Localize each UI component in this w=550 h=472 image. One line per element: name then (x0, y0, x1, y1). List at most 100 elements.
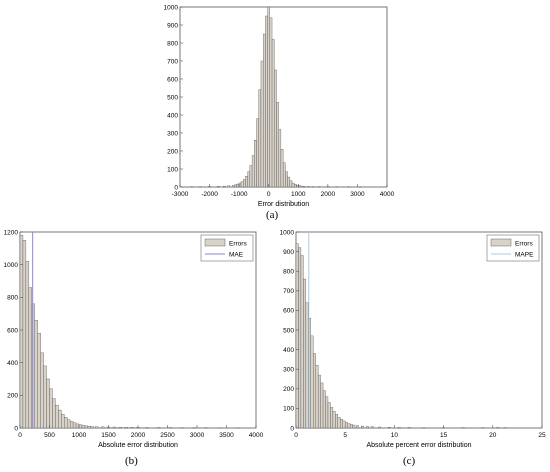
histogram-bar (243, 179, 246, 188)
panel-c-percent-error-histogram: 0 5 10 15 20 25 0 100 200 300 400 500 600 700 800 900 10… (280, 229, 546, 449)
histogram-bar (271, 39, 275, 188)
histogram-bar (337, 417, 341, 429)
histogram-bar (325, 396, 329, 429)
panel-c-plot-frame (295, 231, 543, 429)
histogram-bar (302, 186, 306, 188)
x-tick-label: 500 (44, 432, 55, 439)
panel-a-error-histogram: -3000 -2000 -1000 0 1000 2000 3000 4000 0 100 200 3… (164, 4, 395, 208)
histogram-bar (130, 427, 134, 429)
histogram-bar (58, 409, 62, 429)
histogram-bar (84, 425, 89, 429)
histogram-bar (28, 287, 32, 429)
histogram-bar (61, 413, 65, 429)
histogram-bar (365, 426, 369, 429)
histogram-bar (278, 129, 282, 188)
histogram-bar (262, 33, 266, 188)
histogram-bar (55, 404, 59, 429)
histogram-bar (305, 302, 309, 429)
histogram-bar (46, 378, 50, 429)
histogram-bar (307, 186, 310, 188)
y-tick-label: 100 (283, 406, 294, 413)
y-tick-label: 0 (290, 425, 294, 432)
histogram-bar (95, 426, 99, 429)
x-tick-label: 2000 (321, 191, 336, 198)
histogram-bar (69, 421, 74, 429)
x-tick-label: 10 (391, 432, 399, 439)
histogram-bar (300, 255, 304, 429)
panel-c-legend-errors-label: Errors (515, 241, 533, 248)
x-tick-label: -1000 (231, 191, 248, 198)
histogram-bar (289, 180, 293, 188)
histogram-bar (317, 374, 321, 429)
histogram-bar (49, 388, 53, 429)
histogram-bar (322, 390, 326, 429)
histogram-bar (285, 171, 288, 188)
histogram-bar (251, 155, 255, 188)
histogram-bar (124, 427, 128, 429)
caption-a: (a) (266, 209, 279, 221)
histogram-bar (313, 353, 316, 429)
panel-b-ticks: 0 500 1000 1500 2000 2500 3000 3500 4000 0 200 400 6… (4, 229, 264, 439)
y-tick-label: 1000 (280, 229, 295, 236)
histogram-bar (332, 411, 336, 429)
y-tick-label: 200 (167, 148, 178, 155)
x-tick-label: 1500 (101, 432, 116, 439)
x-tick-label: -3000 (172, 191, 189, 198)
panel-b-bars (19, 235, 240, 429)
histogram-bar (254, 140, 257, 188)
y-tick-label: 1000 (164, 4, 179, 11)
x-tick-label: 1000 (72, 432, 87, 439)
histogram-bar (240, 181, 244, 188)
y-tick-label: 300 (283, 367, 294, 374)
histogram-bar (335, 414, 338, 429)
histogram-bar (34, 320, 38, 429)
panel-a-ticks: -3000 -2000 -1000 0 1000 2000 3000 4000 0 100 200 3… (164, 4, 395, 198)
histogram-bar (112, 426, 117, 429)
histogram-bar (78, 424, 83, 429)
histogram-bar (217, 186, 220, 188)
x-tick-label: 3000 (350, 191, 365, 198)
histogram-bar (37, 333, 41, 429)
histogram-bar (267, 6, 271, 188)
histogram-bar (87, 426, 91, 429)
histogram-bar (90, 426, 94, 429)
x-tick-label: 3000 (190, 432, 205, 439)
histogram-bar (352, 424, 356, 429)
y-tick-label: 700 (283, 288, 294, 295)
histogram-bar (315, 365, 319, 429)
histogram-bar (269, 17, 273, 188)
histogram-bar (370, 426, 374, 429)
histogram-bar (100, 426, 105, 429)
x-tick-label: 15 (440, 432, 448, 439)
panel-c-legend-errors-swatch (490, 238, 512, 247)
y-tick-label: 600 (283, 308, 294, 315)
histogram-bar (327, 402, 331, 429)
panel-a-bars (190, 6, 362, 188)
y-tick-label: 500 (167, 94, 178, 101)
panel-b-absolute-error-histogram: 0 500 1000 1500 2000 2500 3000 3500 4000 0 200 400 6… (4, 229, 264, 449)
histogram-bar (294, 184, 297, 188)
histogram-bar (22, 239, 27, 429)
y-tick-label: 400 (167, 112, 178, 119)
y-tick-label: 0 (174, 184, 178, 191)
panel-c-xlabel: Absolute percent error distribution (366, 442, 471, 449)
histogram-bar (303, 278, 307, 429)
histogram-bar (298, 185, 302, 188)
x-tick-label: 0 (267, 191, 271, 198)
histogram-bar (260, 60, 264, 188)
x-tick-label: 2500 (160, 432, 175, 439)
histogram-bar (320, 382, 324, 429)
histogram-bar (280, 149, 284, 188)
histogram-bar (356, 425, 359, 429)
y-tick-label: 900 (283, 249, 294, 256)
x-tick-label: 4000 (249, 432, 264, 439)
y-tick-label: 600 (7, 327, 18, 334)
y-tick-label: 200 (7, 393, 18, 400)
panel-c-ticks: 0 5 10 15 20 25 0 100 200 300 400 500 600 700 800 900 10… (280, 229, 546, 439)
histogram-bar (291, 182, 295, 188)
histogram-bar (345, 422, 348, 429)
panel-b-xlabel: Absolute error distribution (98, 442, 178, 449)
histogram-bar (407, 427, 411, 429)
x-tick-label: 4000 (380, 191, 395, 198)
